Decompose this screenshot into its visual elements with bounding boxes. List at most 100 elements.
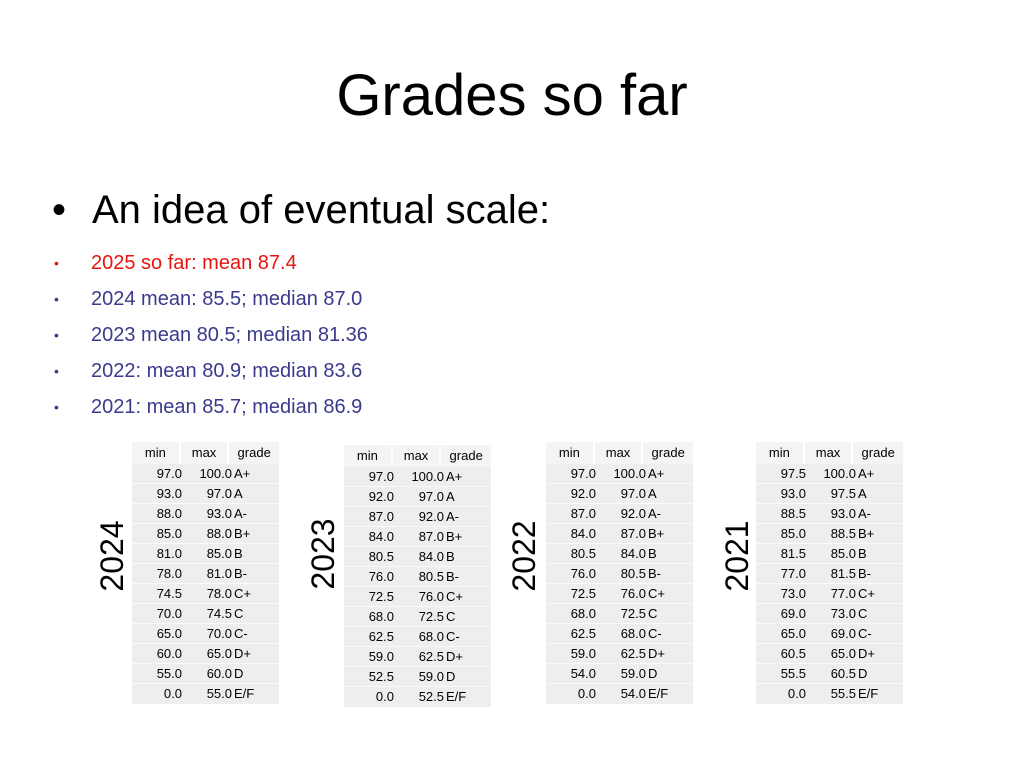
year-label-2021: 2021 xyxy=(719,520,755,592)
max-cell: 100.0 xyxy=(199,466,232,481)
max-cell: 97.5 xyxy=(830,486,856,501)
max-cell: 85.0 xyxy=(206,546,232,561)
table-row: 62.5 68.0 C- xyxy=(546,624,693,644)
slide-title: Grades so far xyxy=(336,63,688,128)
min-cell: 54.0 xyxy=(570,666,596,681)
table-row: 52.5 59.0 D xyxy=(344,667,491,687)
table-row: 76.0 80.5 B- xyxy=(344,567,491,587)
bullet-marker: • xyxy=(54,327,59,343)
max-cell: 88.5 xyxy=(830,526,856,541)
max-cell: 62.5 xyxy=(620,646,646,661)
table-row: 60.5 65.0 D+ xyxy=(756,644,903,664)
header-grade: grade xyxy=(861,445,895,460)
grade-cell: B+ xyxy=(858,526,875,541)
max-cell: 76.0 xyxy=(620,586,646,601)
min-cell: 69.0 xyxy=(780,606,806,621)
min-cell: 88.5 xyxy=(780,506,806,521)
year-label-2022: 2022 xyxy=(506,520,542,592)
sub-bullet-text: 2023 mean 80.5; median 81.36 xyxy=(91,324,368,346)
max-cell: 80.5 xyxy=(620,566,646,581)
table-row: 93.0 97.5 A xyxy=(756,484,903,504)
max-cell: 85.0 xyxy=(830,546,856,561)
min-cell: 0.0 xyxy=(375,689,394,704)
grade-cell: A xyxy=(234,486,243,501)
max-cell: 60.0 xyxy=(206,666,232,681)
max-cell: 81.5 xyxy=(830,566,856,581)
table-row: 73.0 77.0 C+ xyxy=(756,584,903,604)
min-cell: 88.0 xyxy=(156,506,182,521)
min-cell: 97.0 xyxy=(368,469,394,484)
grade-cell: A xyxy=(858,486,867,501)
min-cell: 68.0 xyxy=(570,606,596,621)
table-row: 80.5 84.0 B xyxy=(546,544,693,564)
table-row: 81.5 85.0 B xyxy=(756,544,903,564)
grade-table-2024: min max grade 97.0 100.0 A+ 93.0 97.0 A 88.0 93.0 A… xyxy=(132,442,279,704)
min-cell: 55.0 xyxy=(156,666,182,681)
min-cell: 72.5 xyxy=(368,589,394,604)
table-row: 87.0 92.0 A- xyxy=(344,507,491,527)
table-header: min max grade xyxy=(756,442,903,464)
min-cell: 65.0 xyxy=(156,626,182,641)
grade-cell: A+ xyxy=(858,466,875,481)
min-cell: 93.0 xyxy=(780,486,806,501)
grade-table-2021: min max grade 97.5 100.0 A+ 93.0 97.5 A 88.5 93.0 A… xyxy=(756,442,903,704)
min-cell: 76.0 xyxy=(368,569,394,584)
table-row: 78.0 81.0 B- xyxy=(132,564,279,584)
sub-bullet-text: 2022: mean 80.9; median 83.6 xyxy=(91,360,363,382)
max-cell: 65.0 xyxy=(206,646,232,661)
table-header: min max grade xyxy=(344,445,491,467)
max-cell: 84.0 xyxy=(620,546,646,561)
table-row: 68.0 72.5 C xyxy=(546,604,693,624)
main-bullet-text: An idea of eventual scale: xyxy=(92,188,551,232)
bullet-marker: • xyxy=(54,399,59,415)
grade-cell: A xyxy=(648,486,657,501)
max-cell: 97.0 xyxy=(206,486,232,501)
grade-cell: B xyxy=(234,546,243,561)
min-cell: 93.0 xyxy=(156,486,182,501)
min-cell: 0.0 xyxy=(787,686,806,701)
min-cell: 81.0 xyxy=(156,546,182,561)
grade-cell: D+ xyxy=(446,649,463,664)
max-cell: 97.0 xyxy=(620,486,646,501)
header-max: max xyxy=(181,442,230,464)
grade-cell: A- xyxy=(648,506,661,521)
grade-cell: C xyxy=(446,609,456,624)
grade-cell: B+ xyxy=(234,526,251,541)
header-min: min xyxy=(344,445,393,467)
year-label-2024: 2024 xyxy=(94,520,130,592)
grade-cell: B- xyxy=(858,566,871,581)
grade-cell: D+ xyxy=(648,646,665,661)
table-row: 0.0 54.0 E/F xyxy=(546,684,693,704)
min-cell: 80.5 xyxy=(368,549,394,564)
max-cell: 92.0 xyxy=(620,506,646,521)
grade-cell: B- xyxy=(234,566,247,581)
max-cell: 70.0 xyxy=(206,626,232,641)
grade-cell: C- xyxy=(446,629,460,644)
sub-bullet-text: 2025 so far: mean 87.4 xyxy=(91,252,297,274)
grade-cell: A- xyxy=(234,506,247,521)
max-cell: 87.0 xyxy=(620,526,646,541)
grade-cell: A- xyxy=(446,509,459,524)
grade-cell: D xyxy=(648,666,658,681)
min-cell: 92.0 xyxy=(368,489,394,504)
table-row: 68.0 72.5 C xyxy=(344,607,491,627)
max-cell: 60.5 xyxy=(830,666,856,681)
grade-cell: B xyxy=(648,546,657,561)
grade-cell: D xyxy=(858,666,868,681)
grade-cell: A+ xyxy=(648,466,665,481)
grade-cell: D+ xyxy=(234,646,251,661)
grade-cell: B+ xyxy=(446,529,463,544)
table-row: 84.0 87.0 B+ xyxy=(344,527,491,547)
max-cell: 62.5 xyxy=(418,649,444,664)
min-cell: 77.0 xyxy=(780,566,806,581)
table-row: 93.0 97.0 A xyxy=(132,484,279,504)
year-label-2023: 2023 xyxy=(305,518,341,590)
max-cell: 55.0 xyxy=(206,686,232,701)
max-cell: 84.0 xyxy=(418,549,444,564)
max-cell: 55.5 xyxy=(830,686,856,701)
header-grade: grade xyxy=(651,445,685,460)
grade-cell: D+ xyxy=(858,646,875,661)
table-row: 69.0 73.0 C xyxy=(756,604,903,624)
sub-bullet-text: 2024 mean: 85.5; median 87.0 xyxy=(91,288,363,310)
header-min: min xyxy=(132,442,181,464)
